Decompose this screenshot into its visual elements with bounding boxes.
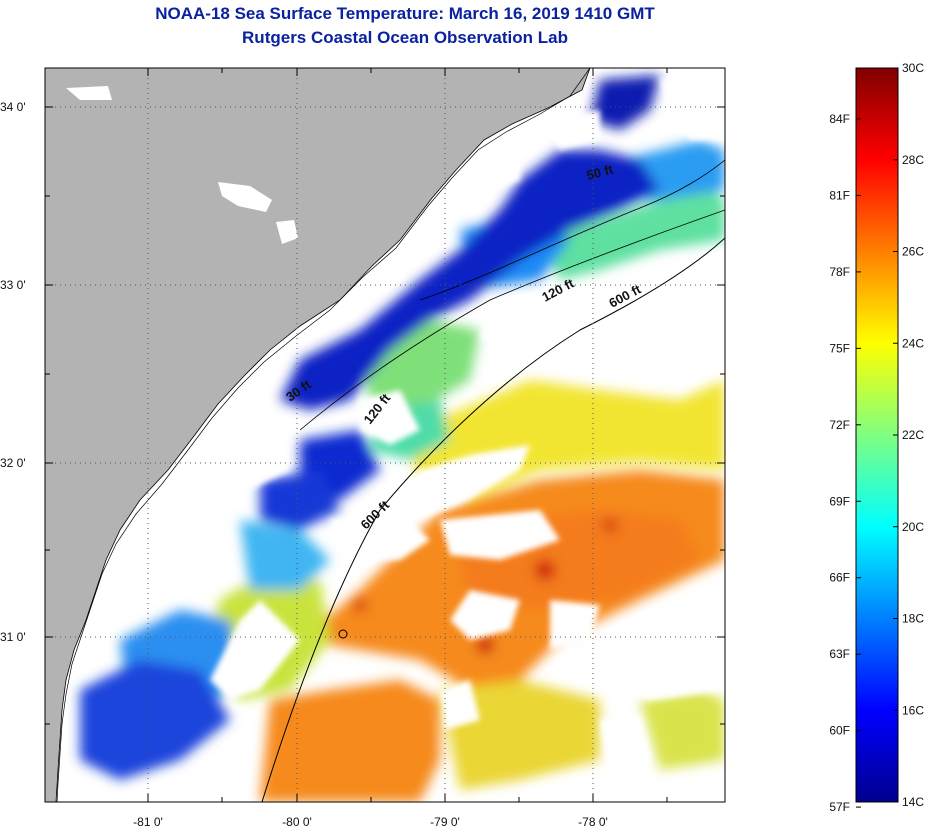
isobath-120ft <box>299 209 725 431</box>
lat-label-32: 32 0' <box>0 456 26 470</box>
colorbar-label-c: 22C <box>902 428 924 442</box>
lon-label-81: -81 0' <box>133 815 163 829</box>
lon-label-79: -79 0' <box>430 815 460 829</box>
axis-ticks <box>45 68 725 802</box>
colorbar-label-f: 57F <box>829 800 850 814</box>
colorbar-label-c: 16C <box>902 703 924 717</box>
land-mass <box>45 68 591 802</box>
lon-label-78: -78 0' <box>578 815 608 829</box>
lat-label-31: 31 0' <box>0 630 26 644</box>
colorbar-label-c: 24C <box>902 336 924 350</box>
colorbar-label-c: 26C <box>902 245 924 259</box>
fahrenheit-scale: 84F 81F 78F 75F 72F 69F 66F 63F 60F 57F <box>829 112 861 814</box>
colorbar-label-f: 78F <box>829 265 850 279</box>
colorbar-label-c: 18C <box>902 612 924 626</box>
colorbar-label-f: 69F <box>829 494 850 508</box>
colorbar-label-f: 75F <box>829 341 850 355</box>
chart-title: NOAA-18 Sea Surface Temperature: March 1… <box>155 4 655 23</box>
lat-label-34: 34 0' <box>0 100 26 114</box>
colorbar-label-f: 63F <box>829 647 850 661</box>
colorbar-gradient <box>855 67 899 803</box>
lon-label-80: -80 0' <box>282 815 312 829</box>
colorbar-label-f: 84F <box>829 112 850 126</box>
colorbar-label-c: 14C <box>902 795 924 809</box>
celsius-scale: 30C 28C 26C 24C 22C 20C 18C 16C 14C <box>893 61 924 809</box>
coastline <box>56 68 591 802</box>
inland-lake <box>276 220 298 244</box>
isobath-600ft <box>261 237 725 802</box>
isobath-label-50ft: 50 ft <box>585 161 615 183</box>
lat-label-33: 33 0' <box>0 278 26 292</box>
chart-subtitle: Rutgers Coastal Ocean Observation Lab <box>242 28 568 47</box>
inland-lake <box>218 182 272 212</box>
map-frame <box>44 67 726 803</box>
colorbar-label-c: 20C <box>902 520 924 534</box>
colorbar-label-f: 81F <box>829 188 850 202</box>
colorbar-label-f: 60F <box>829 724 850 738</box>
isobath-50ft <box>419 159 725 301</box>
colorbar-label-c: 30C <box>902 61 924 75</box>
colorbar-label-f: 72F <box>829 418 850 432</box>
map-area <box>45 68 725 802</box>
title-block: NOAA-18 Sea Surface Temperature: March 1… <box>0 2 810 50</box>
colorbar-label-c: 28C <box>902 153 924 167</box>
buoy-marker <box>338 629 348 639</box>
lat-lon-grid <box>45 68 725 802</box>
colorbar-label-f: 66F <box>829 571 850 585</box>
inland-lake <box>66 86 112 100</box>
